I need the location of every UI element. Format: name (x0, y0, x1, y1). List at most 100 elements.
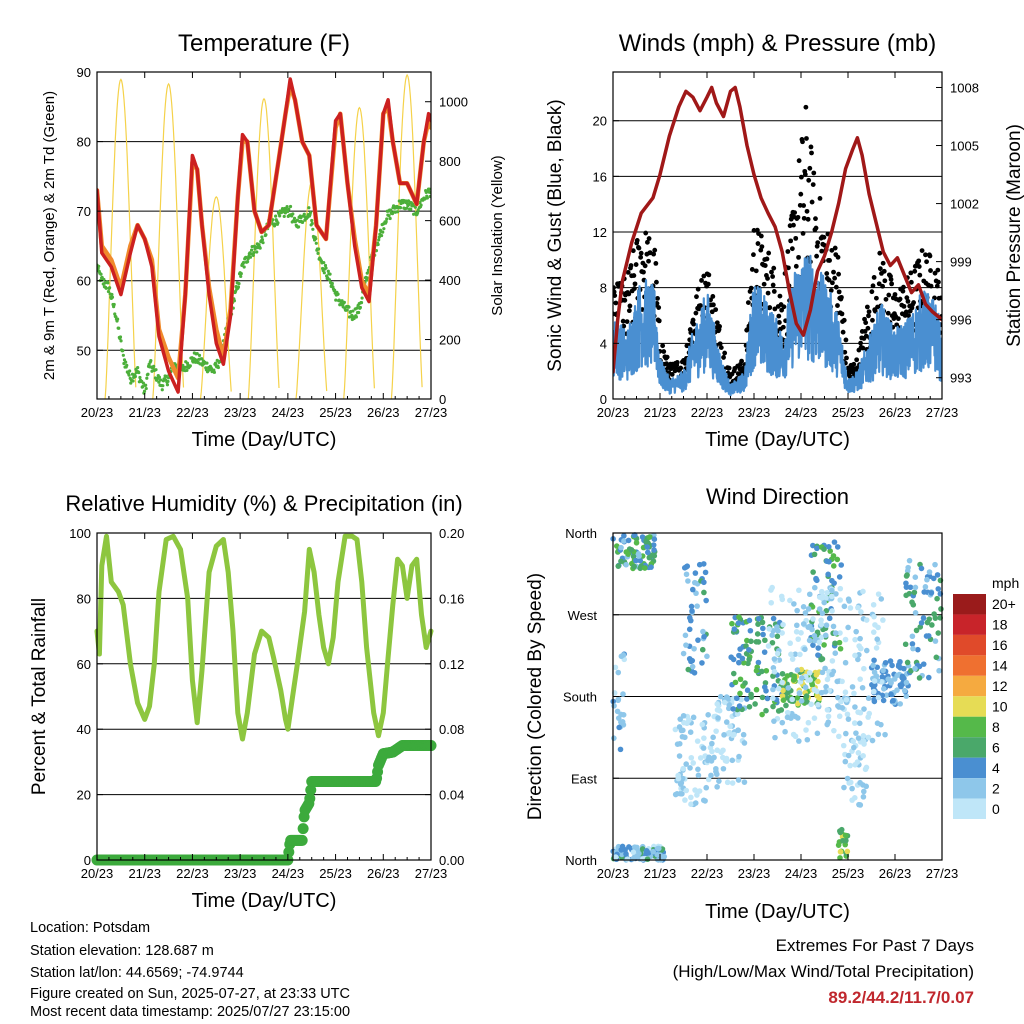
gust-point (805, 216, 811, 222)
direction-point (854, 759, 861, 765)
y-tick-label: 20 (593, 114, 607, 129)
direction-point (912, 584, 919, 591)
direction-point (729, 780, 736, 786)
dewpoint-point (282, 214, 286, 219)
direction-point (792, 733, 799, 740)
direction-point (612, 854, 619, 860)
direction-point (924, 619, 931, 626)
gust-point (795, 214, 801, 220)
gust-point (934, 283, 940, 289)
dewpoint-point (128, 369, 132, 373)
gust-point (841, 317, 847, 323)
dewpoint-point (119, 339, 123, 343)
gust-point (927, 253, 933, 259)
gust-point (621, 323, 627, 329)
direction-point (721, 732, 727, 738)
direction-point (778, 593, 785, 600)
dewpoint-point (322, 271, 326, 275)
dewpoint-point (157, 380, 161, 384)
direction-point (897, 701, 903, 707)
direction-point (833, 591, 839, 597)
chart-title: Wind Direction (706, 484, 849, 509)
direction-point (679, 791, 685, 797)
direction-point (748, 638, 754, 645)
dewpoint-point (405, 206, 409, 210)
dewpoint-point (102, 277, 106, 282)
dewpoint-point (347, 305, 351, 309)
direction-point (845, 716, 852, 722)
direction-point (842, 636, 849, 643)
direction-point (744, 687, 751, 694)
dewpoint-point (336, 292, 340, 296)
direction-point (875, 731, 882, 738)
direction-point (687, 765, 693, 771)
x-tick-label: 20/23 (81, 866, 114, 881)
direction-point (716, 778, 722, 784)
solar-insolation-line (152, 82, 185, 399)
direction-point (741, 779, 748, 785)
direction-point (738, 696, 744, 703)
gust-point (796, 158, 802, 164)
dewpoint-point (110, 295, 115, 299)
direction-point (860, 753, 866, 759)
gust-point (645, 239, 650, 245)
direction-point (853, 730, 859, 736)
gust-point (674, 360, 680, 365)
gust-point (864, 304, 870, 310)
direction-point (740, 659, 747, 666)
gust-point (870, 317, 875, 323)
temp-series-group (97, 73, 431, 399)
direction-point (881, 686, 887, 692)
direction-point (821, 546, 827, 553)
x-tick-label: 23/23 (738, 405, 771, 420)
gust-point (809, 199, 815, 205)
direction-point (870, 662, 877, 669)
gust-point (646, 258, 651, 264)
direction-point (685, 578, 691, 584)
gust-point (906, 313, 911, 318)
gust-point (788, 238, 794, 244)
direction-point (700, 745, 707, 751)
x-tick-label: 26/23 (367, 866, 400, 881)
direction-point (688, 794, 694, 801)
gust-point (638, 250, 644, 256)
direction-point (771, 718, 777, 724)
gust-point (664, 354, 670, 360)
dewpoint-point (127, 373, 131, 377)
dewpoint-point (264, 233, 268, 237)
direction-point (811, 686, 818, 693)
direction-point (785, 689, 791, 696)
dewpoint-point (166, 379, 170, 384)
direction-point (625, 551, 632, 557)
direction-point (683, 642, 689, 648)
dewpoint-point (355, 306, 359, 310)
dewpoint-point (308, 210, 313, 215)
direction-point (780, 687, 786, 694)
dewpoint-point (131, 379, 135, 383)
dewpoint-point (157, 375, 162, 379)
dewpoint-point (276, 221, 280, 225)
direction-point (880, 617, 886, 623)
direction-point (824, 558, 830, 564)
gust-point (653, 261, 659, 266)
gust-point (866, 309, 872, 315)
direction-point (784, 709, 791, 716)
gust-point (656, 305, 662, 310)
direction-point (811, 551, 818, 558)
gust-point (800, 139, 805, 145)
direction-point (852, 704, 858, 710)
solar-insolation-line (247, 97, 280, 399)
x-tick-label: 21/23 (644, 866, 677, 881)
gust-point (938, 295, 942, 301)
dewpoint-point (307, 206, 311, 210)
direction-point (851, 795, 858, 801)
direction-point (774, 650, 781, 657)
y-tick-label: 12 (593, 225, 607, 240)
x-axis-label: Time (Day/UTC) (192, 890, 337, 912)
gust-point (749, 267, 755, 272)
direction-point (815, 678, 821, 685)
direction-point (651, 547, 657, 553)
gust-point (889, 281, 895, 287)
direction-point (810, 642, 816, 648)
y-tick-label: 16 (593, 169, 607, 184)
